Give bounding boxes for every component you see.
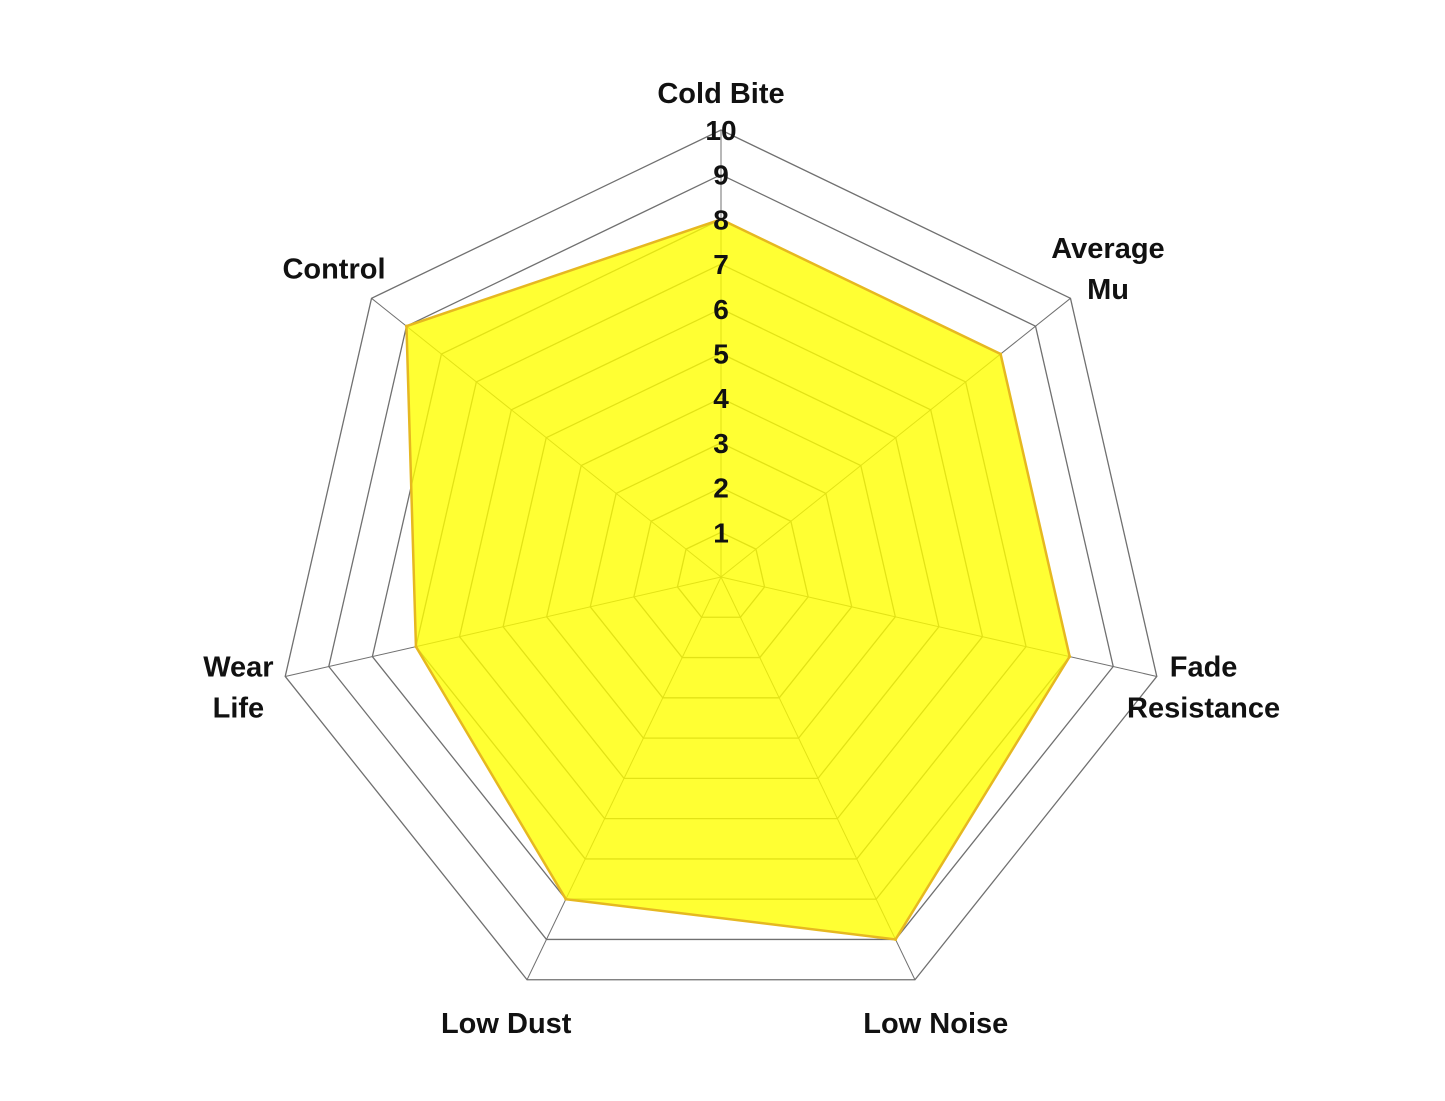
tick-label: 1 — [713, 517, 729, 548]
axis-label: Fade Resistance — [1127, 652, 1280, 725]
tick-label: 3 — [713, 428, 729, 459]
axis-labels: Cold Bite Average Mu Fade Resistance Low Nois… — [203, 78, 1280, 1040]
grid-ring-9 — [328, 173, 1114, 941]
data-point — [999, 352, 1003, 356]
axis-label: Low Dust — [441, 1008, 572, 1040]
axis-label: Cold Bite — [657, 78, 784, 110]
tick-label: 5 — [713, 339, 729, 370]
axis-label: Control — [282, 253, 385, 285]
tick-label: 7 — [713, 249, 729, 280]
data-point — [894, 937, 898, 941]
series-area-0 — [405, 218, 1071, 941]
grid-ring-10 — [284, 129, 1158, 981]
tick-label: 6 — [713, 294, 729, 325]
data-point — [404, 324, 408, 328]
tick-label: 4 — [713, 383, 729, 414]
data-point — [1068, 655, 1072, 659]
tick-label: 9 — [713, 160, 729, 191]
axis-label: Average Mu — [1051, 233, 1164, 306]
data-point — [414, 645, 418, 649]
data-point — [564, 897, 568, 901]
axis-label: Low Noise — [863, 1008, 1008, 1040]
tick-label: 8 — [713, 204, 729, 235]
axis-label: Wear Life — [203, 652, 273, 725]
tick-label: 10 — [705, 115, 736, 146]
radar-series — [404, 217, 1072, 941]
data-point — [719, 217, 723, 221]
tick-label: 2 — [713, 473, 729, 504]
radial-tick-labels: 1 2 3 4 5 6 7 8 9 10 — [705, 115, 736, 548]
